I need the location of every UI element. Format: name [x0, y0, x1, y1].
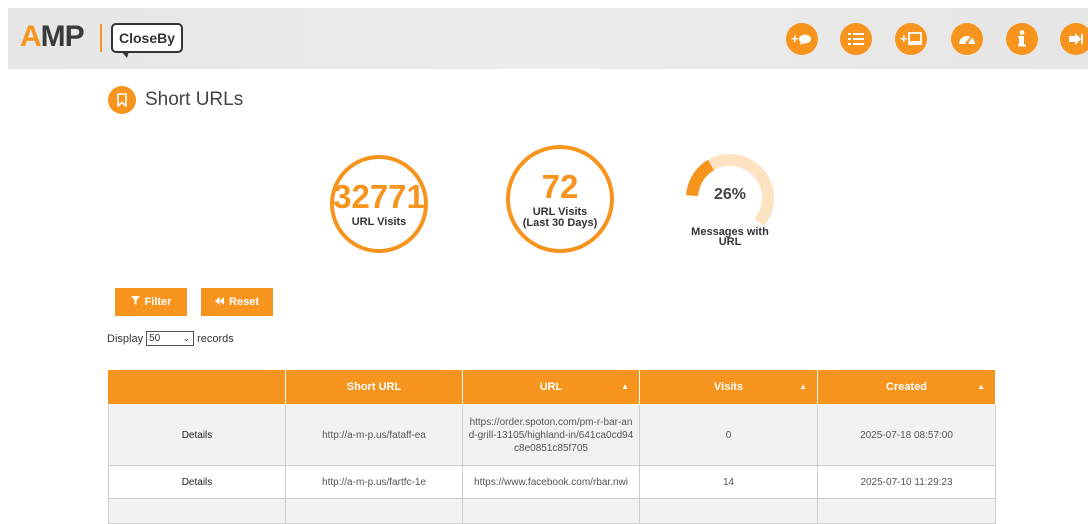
filter-icon: [130, 296, 140, 308]
amp-logo[interactable]: AMP: [20, 20, 85, 53]
messages-with-url-gauge: 26% Messages with URL: [680, 146, 780, 258]
logout-button[interactable]: [1060, 23, 1088, 55]
speedometer-icon: [958, 32, 976, 46]
gauge-arc: [686, 153, 775, 227]
sort-both-icon: ▲: [799, 382, 807, 391]
details-link[interactable]: Details: [108, 404, 286, 466]
records-per-page-select[interactable]: 50 ⌄: [146, 331, 195, 346]
display-prefix: Display: [107, 332, 144, 345]
dashboard-button[interactable]: [951, 23, 983, 55]
reset-label: Reset: [229, 296, 259, 308]
col-header-short-url: Short URL: [285, 369, 463, 405]
filter-button[interactable]: Filter: [115, 288, 187, 316]
list-button[interactable]: [840, 23, 872, 55]
url-visits-label: URL Visits: [351, 216, 407, 228]
fast-backward-icon: [215, 296, 225, 308]
sort-both-icon: ▲: [621, 382, 629, 391]
display-suffix: records: [197, 332, 234, 345]
records-per-page-value: 50: [149, 333, 161, 344]
short-url-cell: http://a-m-p.us/fartfc-1e: [285, 465, 463, 499]
page-title: Short URLs: [145, 89, 244, 110]
col-header-created-label: Created: [886, 381, 927, 393]
table-row: [108, 498, 996, 524]
add-message-button[interactable]: +: [786, 23, 818, 55]
table-row: Details http://a-m-p.us/fartfc-1e https:…: [108, 465, 996, 499]
empty-cell: [108, 498, 286, 524]
url-visits-30-value: 72: [541, 167, 579, 205]
chevron-down-icon: ⌄: [182, 333, 191, 343]
closeby-logo-text: CloseBy: [119, 30, 176, 46]
display-records-row: Display 50 ⌄ records: [107, 331, 234, 346]
url-visits-30-label-1: URL Visits: [532, 205, 588, 218]
short-url-cell: http://a-m-p.us/fataff-ea: [285, 404, 463, 466]
chat-plus-icon: +: [791, 31, 813, 47]
url-visits-value: 32771: [333, 178, 425, 215]
url-visits-30-label-2: (Last 30 Days): [522, 216, 598, 229]
svg-text:+: +: [900, 31, 908, 46]
reset-button[interactable]: Reset: [201, 288, 273, 316]
short-urls-table: Short URL URL ▲ Visits ▲ Created ▲ Details …: [108, 369, 996, 524]
monitor-plus-icon: +: [900, 31, 922, 47]
amp-logo-rest: MP: [40, 20, 85, 53]
table-row: Details http://a-m-p.us/fataff-ea https:…: [108, 404, 996, 466]
col-header-created[interactable]: Created ▲: [817, 369, 996, 405]
url-cell-text: https://order.spoton.com/pm-r-bar-and-gr…: [468, 416, 634, 454]
top-header: AMP CloseBy + +: [8, 8, 1088, 69]
add-device-button[interactable]: +: [895, 23, 927, 55]
gauge-label-2: URL: [718, 236, 742, 248]
empty-cell: [817, 498, 996, 524]
empty-cell: [639, 498, 818, 524]
url-cell: https://order.spoton.com/pm-r-bar-and-gr…: [462, 404, 640, 466]
filter-label: Filter: [144, 296, 172, 308]
gauge-label-1: Messages with: [691, 226, 769, 238]
url-visits-stat: 32771 URL Visits: [330, 155, 428, 253]
col-header-visits[interactable]: Visits ▲: [639, 369, 818, 405]
created-cell: 2025-07-10 11:29:23: [817, 465, 996, 499]
col-header-details: [108, 369, 286, 405]
url-visits-30-stat: 72 URL Visits (Last 30 Days): [506, 145, 614, 253]
info-button[interactable]: [1006, 23, 1038, 55]
created-cell: 2025-07-18 08:57:00: [817, 404, 996, 466]
bookmark-icon: [108, 86, 136, 114]
col-header-url[interactable]: URL ▲: [462, 369, 640, 405]
col-header-url-label: URL: [539, 381, 563, 393]
sort-asc-icon: ▲: [977, 382, 985, 391]
list-icon: [848, 32, 864, 46]
gauge-percent: 26%: [713, 186, 747, 203]
gauge-label: Messages with URL: [680, 226, 780, 248]
empty-cell: [462, 498, 640, 524]
info-icon: [1017, 30, 1027, 48]
url-cell: https://www.facebook.com/rbar.nwi: [462, 465, 640, 499]
col-header-short-url-label: Short URL: [346, 381, 402, 393]
visits-cell: 0: [639, 404, 818, 466]
col-header-visits-label: Visits: [713, 381, 744, 393]
empty-cell: [285, 498, 463, 524]
svg-text:+: +: [791, 31, 799, 46]
table-header-row: Short URL URL ▲ Visits ▲ Created ▲: [108, 369, 996, 405]
logo-divider: [100, 24, 102, 52]
visits-cell: 14: [639, 465, 818, 499]
closeby-logo: CloseBy: [111, 23, 184, 58]
sign-out-icon: [1068, 32, 1084, 46]
details-link[interactable]: Details: [108, 465, 286, 499]
